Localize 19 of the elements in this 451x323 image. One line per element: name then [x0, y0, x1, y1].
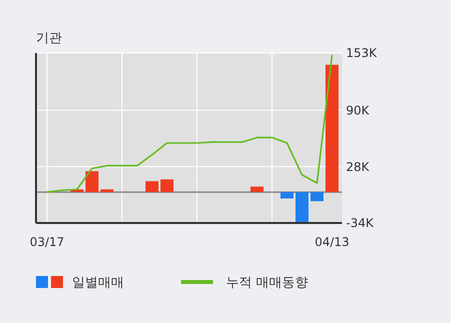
bar: [326, 64, 338, 192]
y-tick-label: 90K: [346, 103, 370, 118]
bar: [296, 192, 308, 223]
legend-label: 일별매매: [72, 276, 124, 291]
y-tick-label: 28K: [346, 160, 370, 174]
line-series: [46, 54, 333, 193]
y-tick-label: 153K: [346, 46, 378, 60]
bar: [160, 179, 174, 192]
x-tick-label: 03/17: [30, 235, 64, 249]
y-tick-label: -34K: [346, 216, 375, 230]
bar: [310, 192, 324, 202]
x-tick-label: 04/13: [314, 235, 350, 249]
bar: [100, 189, 114, 192]
bar: [280, 192, 294, 198]
legend-label: 누적 매매동향: [226, 276, 308, 291]
chart-title: 기관: [36, 31, 62, 46]
bar: [146, 181, 158, 192]
bar: [250, 186, 264, 192]
bar: [86, 171, 98, 192]
